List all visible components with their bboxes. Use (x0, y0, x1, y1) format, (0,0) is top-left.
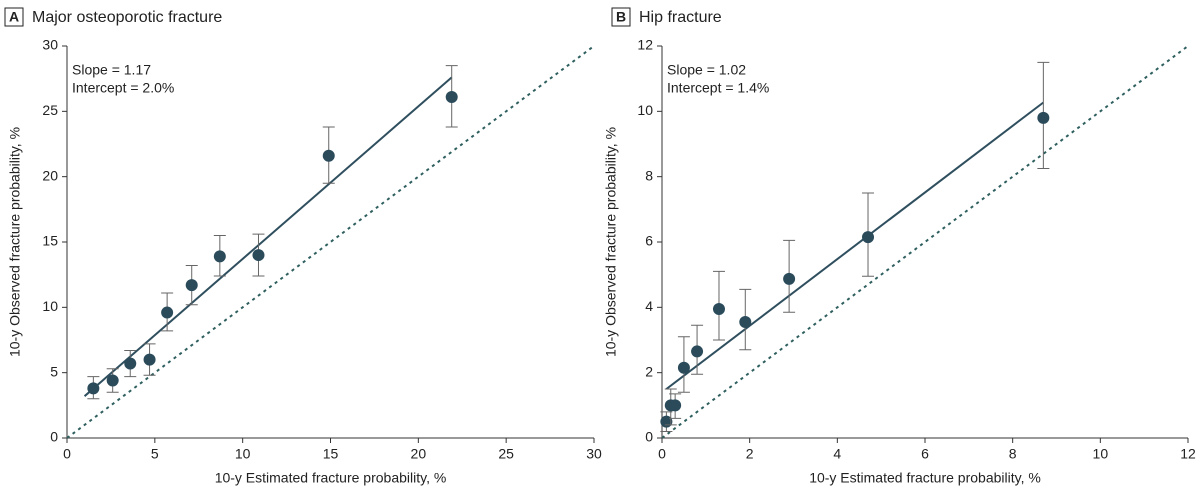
data-point (862, 231, 875, 244)
x-tick-label: 8 (1009, 446, 1017, 462)
y-tick-label: 10 (42, 298, 58, 314)
y-axis-label: 10-y Observed fracture probability, % (603, 127, 619, 357)
data-point (213, 250, 226, 263)
y-tick-label: 0 (50, 429, 58, 445)
annotation: Intercept = 2.0% (72, 80, 174, 96)
panel-label: A (9, 9, 19, 25)
y-tick-label: 5 (50, 363, 58, 379)
y-tick-label: 30 (42, 37, 58, 53)
x-tick-label: 10 (1093, 446, 1109, 462)
y-tick-label: 6 (645, 233, 653, 249)
x-axis-label: 10-y Estimated fracture probability, % (215, 470, 447, 486)
data-point (124, 357, 137, 370)
panel-label: B (616, 9, 626, 25)
fit-line (665, 101, 1044, 390)
y-tick-label: 12 (637, 37, 653, 53)
data-point (106, 374, 119, 387)
annotation: Intercept = 1.4% (667, 80, 769, 96)
x-axis-label: 10-y Estimated fracture probability, % (809, 470, 1041, 486)
x-tick-label: 5 (151, 446, 159, 462)
x-tick-label: 0 (658, 446, 666, 462)
data-point (1037, 111, 1050, 124)
x-tick-label: 4 (833, 446, 841, 462)
x-tick-label: 30 (586, 446, 602, 462)
data-point (739, 316, 752, 329)
panel-label-box (611, 7, 631, 27)
y-tick-label: 8 (645, 167, 653, 183)
data-point (87, 382, 100, 395)
x-tick-label: 25 (498, 446, 514, 462)
x-tick-label: 15 (323, 446, 339, 462)
data-point (445, 90, 458, 103)
x-tick-label: 0 (63, 446, 71, 462)
x-tick-label: 10 (235, 446, 251, 462)
y-axis-label: 10-y Observed fracture probability, % (7, 127, 23, 357)
y-tick-label: 4 (645, 298, 653, 314)
panel-title: Major osteoporotic fracture (32, 9, 222, 26)
y-tick-label: 20 (42, 167, 58, 183)
y-tick-label: 2 (645, 363, 653, 379)
data-point (322, 149, 335, 162)
fit-line (83, 76, 453, 397)
panel-title: Hip fracture (639, 9, 722, 26)
x-tick-label: 6 (921, 446, 929, 462)
reference-line (66, 45, 595, 439)
data-point (143, 353, 156, 366)
data-point (677, 361, 690, 374)
y-tick-label: 0 (645, 429, 653, 445)
panel-label-box (4, 7, 24, 27)
data-point (691, 345, 704, 358)
x-tick-label: 12 (1180, 446, 1196, 462)
data-point (161, 306, 174, 319)
annotation: Slope = 1.17 (72, 62, 151, 78)
y-tick-label: 25 (42, 102, 58, 118)
data-point (712, 302, 725, 315)
data-point (252, 249, 265, 262)
x-tick-label: 2 (746, 446, 754, 462)
x-tick-label: 20 (411, 446, 427, 462)
annotation: Slope = 1.02 (667, 62, 746, 78)
reference-line (661, 45, 1189, 439)
data-point (669, 399, 682, 412)
y-tick-label: 10 (637, 102, 653, 118)
data-point (185, 279, 198, 292)
y-tick-label: 15 (42, 233, 58, 249)
data-point (783, 272, 796, 285)
